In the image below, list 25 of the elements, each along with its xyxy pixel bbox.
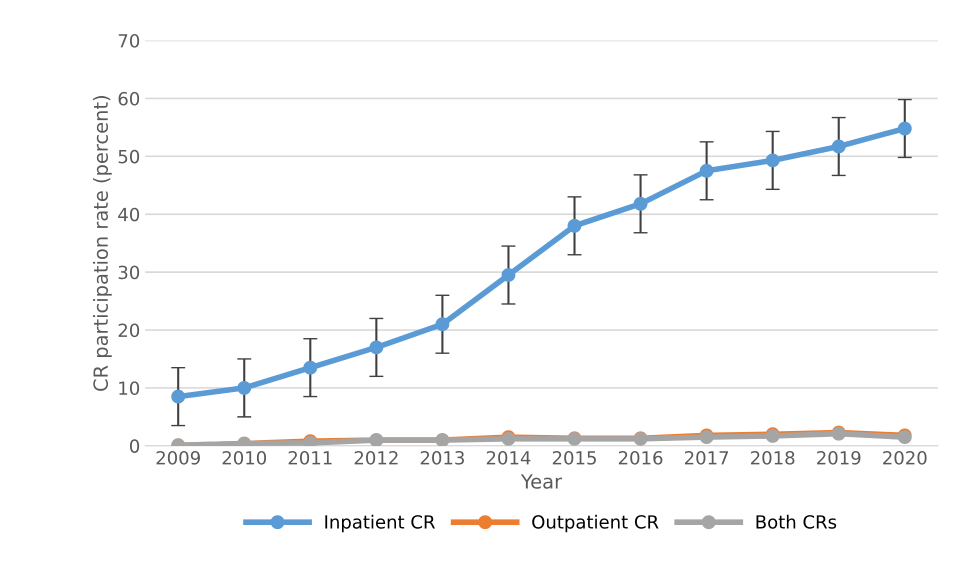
y-tick-label: 50	[118, 150, 140, 164]
x-tick-label: 2011	[288, 451, 332, 465]
x-tick-label: 2014	[486, 451, 530, 465]
x-tick-label: 2020	[883, 451, 927, 465]
y-tick-label: 40	[118, 208, 140, 222]
x-tick-label: 2012	[354, 451, 398, 465]
y-tick-label: 0	[130, 439, 140, 453]
legend-label: Inpatient CR	[325, 514, 435, 532]
y-tick-label: 60	[118, 92, 140, 106]
y-tick-label: 30	[118, 266, 140, 280]
y-axis-title: CR participation rate (percent)	[92, 96, 112, 391]
y-tick-label: 20	[118, 323, 140, 338]
x-axis-title: Year	[520, 474, 562, 489]
x-tick-label: 2016	[618, 451, 662, 465]
legend-label: Outpatient CR	[532, 514, 659, 532]
x-tick-label: 2013	[420, 451, 464, 465]
y-tick-label: 10	[119, 381, 140, 396]
y-tick-label: 70	[118, 34, 140, 48]
x-tick-label: 2010	[222, 451, 266, 465]
legend-label: Both CRs	[756, 514, 836, 529]
x-tick-label: 2015	[552, 451, 596, 465]
x-tick-label: 2019	[817, 451, 860, 465]
x-tick-label: 2017	[684, 451, 728, 465]
x-tick-label: 2018	[751, 451, 794, 465]
x-tick-label: 2009	[156, 451, 200, 465]
